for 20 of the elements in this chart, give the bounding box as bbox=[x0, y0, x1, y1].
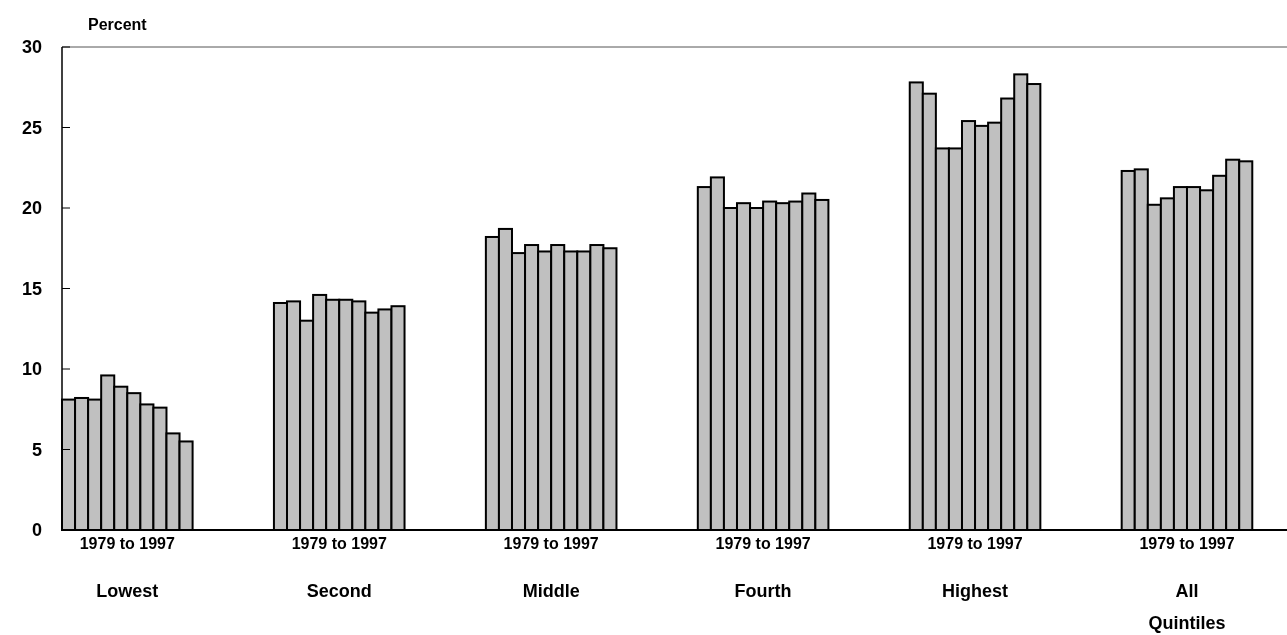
y-tick-label: 30 bbox=[21, 37, 42, 58]
x-tick-label: All Quintiles bbox=[1148, 581, 1226, 633]
text: 1979 to 1997 bbox=[503, 535, 599, 552]
x-tick-label: Lowest bbox=[96, 581, 159, 601]
text: 1979 to 1997 bbox=[1139, 535, 1235, 552]
x-tick-label: Fourth bbox=[734, 581, 792, 601]
x-tick-label: Middle bbox=[522, 581, 580, 601]
y-tick-label: 5 bbox=[31, 439, 42, 460]
y-tick-label: 10 bbox=[21, 359, 42, 380]
text: 1979 to 1997 bbox=[291, 535, 387, 552]
text: 1979 to 1997 bbox=[715, 535, 811, 552]
text: 1979 to 1997 bbox=[927, 535, 1023, 552]
y-tick-label: 0 bbox=[31, 520, 42, 541]
y-tick-label: 20 bbox=[21, 198, 42, 219]
y-tick-label: 25 bbox=[21, 117, 42, 138]
text: 1979 to 1997 bbox=[79, 535, 175, 552]
x-tick-label: Highest bbox=[942, 581, 1009, 601]
y-tick-label: 15 bbox=[21, 278, 42, 299]
x-tick-label: Second bbox=[306, 581, 372, 601]
y-axis-title: Percent bbox=[88, 16, 148, 33]
